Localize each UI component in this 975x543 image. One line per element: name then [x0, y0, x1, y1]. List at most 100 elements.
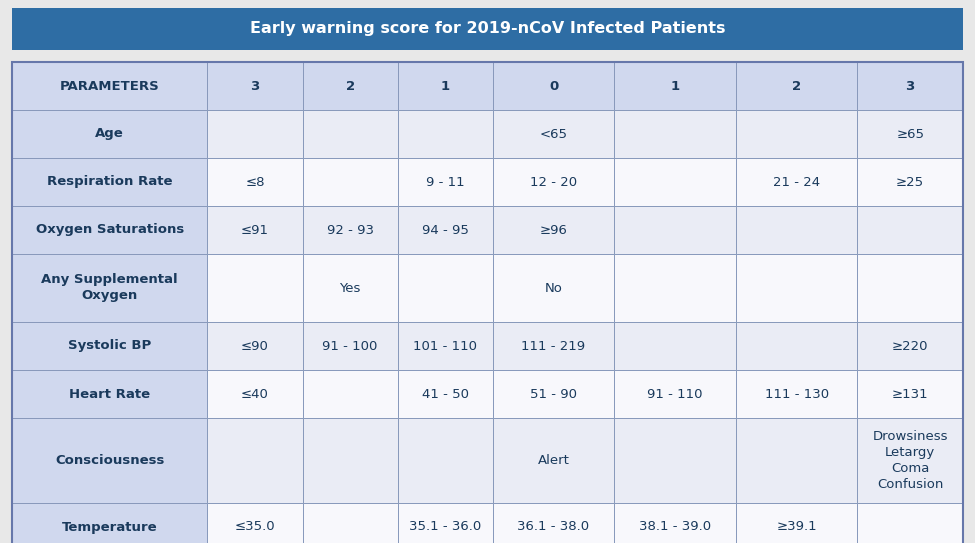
Bar: [857, 110, 963, 158]
Bar: [614, 62, 736, 110]
Bar: [614, 158, 736, 206]
Bar: [302, 418, 398, 503]
Text: ≥25: ≥25: [896, 175, 924, 188]
Bar: [614, 418, 736, 503]
Text: 41 - 50: 41 - 50: [422, 388, 469, 401]
Bar: [492, 62, 614, 110]
Bar: [302, 503, 398, 543]
Bar: [857, 503, 963, 543]
Text: 1: 1: [671, 79, 680, 92]
Bar: [208, 370, 302, 418]
Bar: [736, 370, 857, 418]
Bar: [614, 254, 736, 322]
Bar: [12, 254, 208, 322]
Text: 101 - 110: 101 - 110: [413, 339, 477, 352]
Bar: [614, 206, 736, 254]
Text: 51 - 90: 51 - 90: [530, 388, 577, 401]
Text: Heart Rate: Heart Rate: [69, 388, 150, 401]
Bar: [614, 503, 736, 543]
Bar: [736, 110, 857, 158]
Bar: [736, 418, 857, 503]
Text: Age: Age: [96, 128, 124, 141]
Bar: [208, 503, 302, 543]
Bar: [208, 110, 302, 158]
Bar: [614, 110, 736, 158]
Text: ≤90: ≤90: [241, 339, 269, 352]
Text: 2: 2: [345, 79, 355, 92]
Text: <65: <65: [539, 128, 567, 141]
Bar: [302, 322, 398, 370]
Text: Early warning score for 2019-nCoV Infected Patients: Early warning score for 2019-nCoV Infect…: [250, 22, 725, 36]
Bar: [398, 322, 492, 370]
Text: ≤35.0: ≤35.0: [235, 521, 275, 534]
Text: Any Supplemental
Oxygen: Any Supplemental Oxygen: [41, 274, 178, 302]
Bar: [398, 206, 492, 254]
Bar: [857, 62, 963, 110]
Bar: [208, 418, 302, 503]
Text: ≥65: ≥65: [896, 128, 924, 141]
Bar: [398, 158, 492, 206]
Bar: [12, 158, 208, 206]
Text: 1: 1: [441, 79, 449, 92]
Bar: [302, 254, 398, 322]
Bar: [857, 158, 963, 206]
Bar: [12, 418, 208, 503]
Text: 38.1 - 39.0: 38.1 - 39.0: [639, 521, 711, 534]
Bar: [302, 206, 398, 254]
Bar: [736, 62, 857, 110]
Text: 9 - 11: 9 - 11: [426, 175, 464, 188]
Bar: [302, 158, 398, 206]
Bar: [208, 158, 302, 206]
Bar: [12, 370, 208, 418]
Bar: [736, 503, 857, 543]
Text: Drowsiness
Letargy
Coma
Confusion: Drowsiness Letargy Coma Confusion: [873, 430, 948, 491]
Text: 35.1 - 36.0: 35.1 - 36.0: [410, 521, 482, 534]
Bar: [857, 206, 963, 254]
Bar: [614, 322, 736, 370]
Bar: [208, 62, 302, 110]
Bar: [736, 158, 857, 206]
Bar: [736, 254, 857, 322]
Text: PARAMETERS: PARAMETERS: [59, 79, 160, 92]
Text: No: No: [545, 281, 563, 294]
Text: 0: 0: [549, 79, 558, 92]
Bar: [736, 206, 857, 254]
Bar: [12, 503, 208, 543]
Text: ≥131: ≥131: [892, 388, 928, 401]
Text: ≤91: ≤91: [241, 224, 269, 237]
Bar: [857, 322, 963, 370]
Text: 3: 3: [251, 79, 259, 92]
Text: Temperature: Temperature: [62, 521, 158, 534]
Bar: [302, 110, 398, 158]
Text: 91 - 110: 91 - 110: [647, 388, 703, 401]
Text: 36.1 - 38.0: 36.1 - 38.0: [518, 521, 590, 534]
Text: 92 - 93: 92 - 93: [327, 224, 373, 237]
Bar: [302, 62, 398, 110]
Bar: [492, 503, 614, 543]
Text: Systolic BP: Systolic BP: [68, 339, 151, 352]
Bar: [398, 503, 492, 543]
Text: ≤40: ≤40: [241, 388, 269, 401]
Bar: [208, 254, 302, 322]
Text: 111 - 219: 111 - 219: [522, 339, 586, 352]
Text: 94 - 95: 94 - 95: [422, 224, 469, 237]
Bar: [302, 370, 398, 418]
Bar: [12, 110, 208, 158]
Bar: [12, 322, 208, 370]
Text: ≥39.1: ≥39.1: [776, 521, 817, 534]
Text: ≥96: ≥96: [539, 224, 567, 237]
Text: Consciousness: Consciousness: [55, 454, 165, 467]
Bar: [398, 370, 492, 418]
Text: Yes: Yes: [339, 281, 361, 294]
Text: 12 - 20: 12 - 20: [530, 175, 577, 188]
Text: ≥220: ≥220: [892, 339, 928, 352]
Bar: [12, 8, 963, 50]
Bar: [857, 370, 963, 418]
Text: ≤8: ≤8: [246, 175, 265, 188]
Text: Respiration Rate: Respiration Rate: [47, 175, 173, 188]
Text: 3: 3: [906, 79, 915, 92]
Bar: [492, 206, 614, 254]
Text: 21 - 24: 21 - 24: [773, 175, 820, 188]
Text: 91 - 100: 91 - 100: [323, 339, 378, 352]
Bar: [12, 206, 208, 254]
